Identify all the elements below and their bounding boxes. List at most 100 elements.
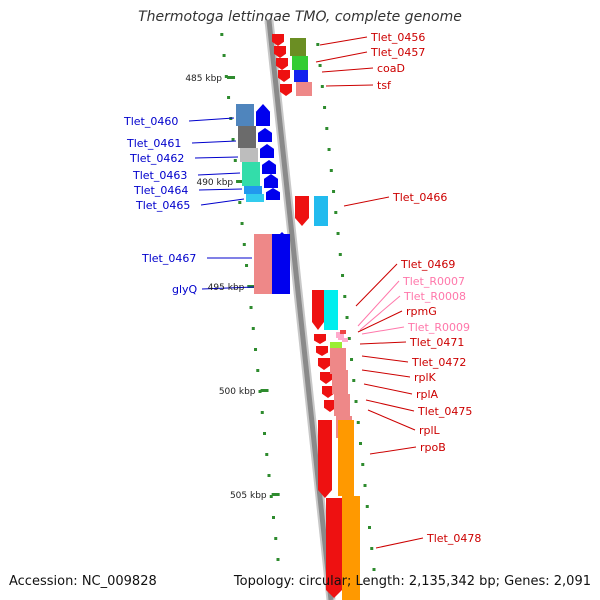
tick-mark-right: [320, 85, 324, 88]
gene-arrow: [258, 128, 272, 142]
tick-mark-left: [240, 222, 244, 225]
tick-mark-left: [231, 138, 235, 141]
tick-mark-right: [343, 295, 347, 298]
gene-arrow: [320, 372, 332, 384]
gene-label: Tlet_0465: [135, 199, 190, 212]
gene-arrow: [274, 232, 290, 294]
tick-mark-left: [242, 243, 246, 246]
gene-label: Tlet_0463: [132, 169, 187, 182]
gene-box: [334, 394, 350, 416]
leader-line: [361, 326, 405, 335]
tick-mark-left: [233, 159, 237, 162]
gene-label: rpmG: [406, 305, 437, 318]
backbone-line: [266, 19, 334, 600]
gene-box: [332, 370, 348, 394]
kbp-tick: [260, 389, 269, 392]
topology-text: Topology: circular; Length: 2,135,342 bp…: [233, 574, 591, 589]
kbp-tick: [249, 285, 258, 288]
gene-label: rpoB: [420, 441, 446, 454]
gene-label: Tlet_0471: [409, 336, 464, 349]
tick-mark-left: [263, 432, 267, 435]
leader-line: [361, 355, 409, 363]
leader-line: [201, 286, 255, 290]
gene-box: [246, 194, 264, 202]
tick-mark-right: [347, 337, 351, 340]
gene-box: [338, 336, 344, 340]
tick-mark-right: [356, 421, 360, 424]
tick-mark-right: [341, 274, 345, 277]
tick-mark-right: [359, 442, 363, 445]
gene-box: [342, 496, 360, 600]
gene-arrow: [262, 160, 276, 174]
tick-mark-left: [256, 369, 260, 372]
gene-arrow: [276, 58, 288, 70]
gene-box: [296, 82, 312, 96]
gene-label: Tlet_R0009: [407, 321, 470, 334]
tick-mark-right: [352, 379, 356, 382]
tick-mark-left: [267, 474, 271, 477]
leader-line: [198, 188, 243, 191]
tick-mark-left: [236, 180, 240, 183]
gene-label: tsf: [377, 79, 392, 92]
leader-line: [315, 51, 368, 63]
tick-mark-right: [325, 127, 329, 130]
kbp-label: 495 kbp: [208, 283, 245, 293]
gene-arrow: [318, 420, 332, 498]
gene-box: [238, 126, 256, 148]
leader-line: [375, 537, 424, 549]
tick-mark-left: [238, 201, 242, 204]
gene-arrow: [278, 70, 290, 82]
tick-mark-right: [368, 526, 372, 529]
gene-label: Tlet_0461: [126, 137, 181, 150]
tick-mark-right: [363, 484, 367, 487]
tick-mark-left: [222, 54, 226, 57]
leader-line: [188, 117, 235, 122]
gene-arrow: [280, 84, 292, 96]
tick-mark-left: [245, 264, 249, 267]
tick-mark-right: [361, 463, 365, 466]
gene-label: rplL: [419, 424, 441, 437]
tick-mark-right: [327, 148, 331, 151]
gene-arrow: [324, 400, 336, 412]
gene-label: rplA: [416, 388, 439, 401]
tick-mark-left: [227, 96, 231, 99]
leader-line: [361, 369, 411, 378]
leader-line: [363, 383, 413, 395]
gene-box: [294, 70, 308, 82]
gene-arrow: [322, 386, 334, 398]
tick-mark-left: [276, 558, 280, 561]
gene-label: rplK: [414, 371, 437, 384]
gene-label: Tlet_0457: [370, 46, 425, 59]
kbp-tick: [271, 493, 280, 496]
gene-arrow: [260, 144, 274, 158]
gene-label: Tlet_0464: [133, 184, 188, 197]
gene-arrow: [256, 104, 270, 126]
tick-mark-right: [336, 232, 340, 235]
gene-label: Tlet_0462: [129, 152, 184, 165]
tick-mark-left: [224, 75, 228, 78]
tick-mark-left: [274, 537, 278, 540]
gene-arrow: [295, 196, 309, 226]
gene-label: Tlet_0472: [411, 356, 466, 369]
tick-mark-left: [247, 285, 251, 288]
tick-mark-left: [254, 348, 258, 351]
kbp-tick: [227, 76, 236, 79]
tick-mark-right: [329, 169, 333, 172]
leader-line: [357, 310, 403, 333]
leader-line: [197, 172, 241, 176]
gene-label: Tlet_0475: [417, 405, 472, 418]
tick-mark-left: [258, 390, 262, 393]
gene-box: [236, 104, 254, 126]
gene-label: coaD: [377, 62, 405, 75]
leader-line: [321, 67, 374, 73]
tick-mark-left: [249, 306, 253, 309]
tick-mark-left: [272, 516, 276, 519]
gene-box: [324, 290, 338, 330]
gene-label: Tlet_R0008: [403, 290, 466, 303]
gene-box: [244, 186, 262, 194]
kbp-label: 485 kbp: [185, 74, 222, 84]
gene-box: [292, 56, 308, 70]
gene-label: glyQ: [172, 283, 198, 296]
leader-line: [359, 295, 401, 331]
gene-box: [254, 234, 272, 294]
